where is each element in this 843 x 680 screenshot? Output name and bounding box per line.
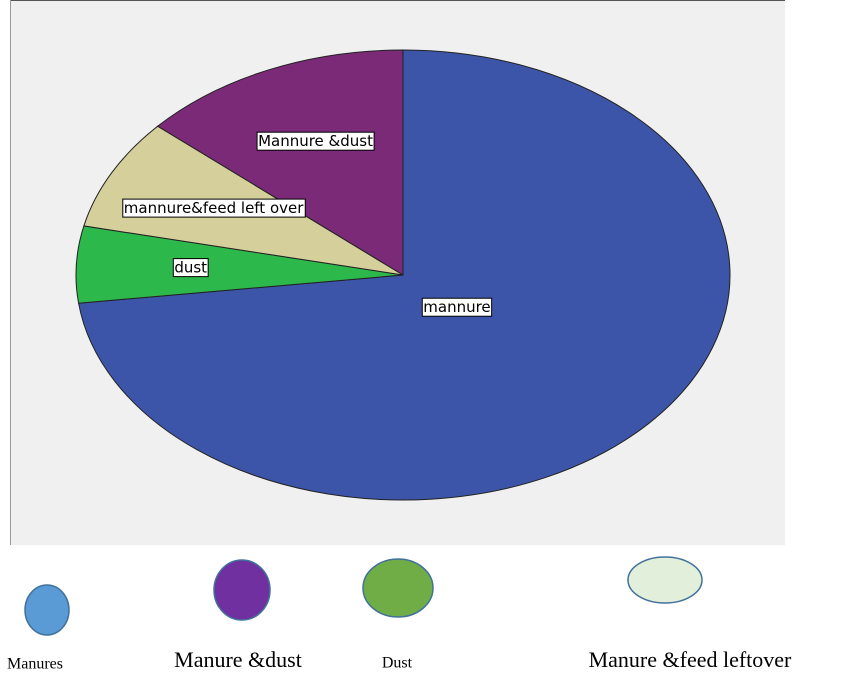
legend-marker: [362, 558, 434, 618]
legend-label: Dust: [382, 655, 413, 672]
legend-label: Manure &dust: [174, 647, 302, 672]
legend-marker: [24, 584, 70, 636]
legend-label: Manure &feed leftover: [589, 647, 792, 672]
pie-slice: [77, 49, 731, 501]
label-box: [172, 258, 209, 278]
label-text: mannure: [423, 298, 490, 316]
label-text: mannure&feed left over: [124, 199, 304, 217]
slice-label: Mannure &dust: [256, 131, 375, 151]
pie-slice: [156, 49, 404, 276]
legend-marker: [627, 556, 703, 604]
label-text: dust: [174, 259, 207, 277]
label-box: [421, 297, 493, 317]
legend-label: Manures: [7, 656, 63, 673]
slice-label: mannure&feed left over: [122, 198, 306, 218]
label-box: [122, 198, 306, 218]
label-text: Mannure &dust: [258, 132, 373, 150]
slice-label: mannure: [421, 297, 493, 317]
slice-label: dust: [172, 258, 209, 278]
legend-marker: [213, 559, 271, 621]
label-box: [256, 131, 375, 151]
